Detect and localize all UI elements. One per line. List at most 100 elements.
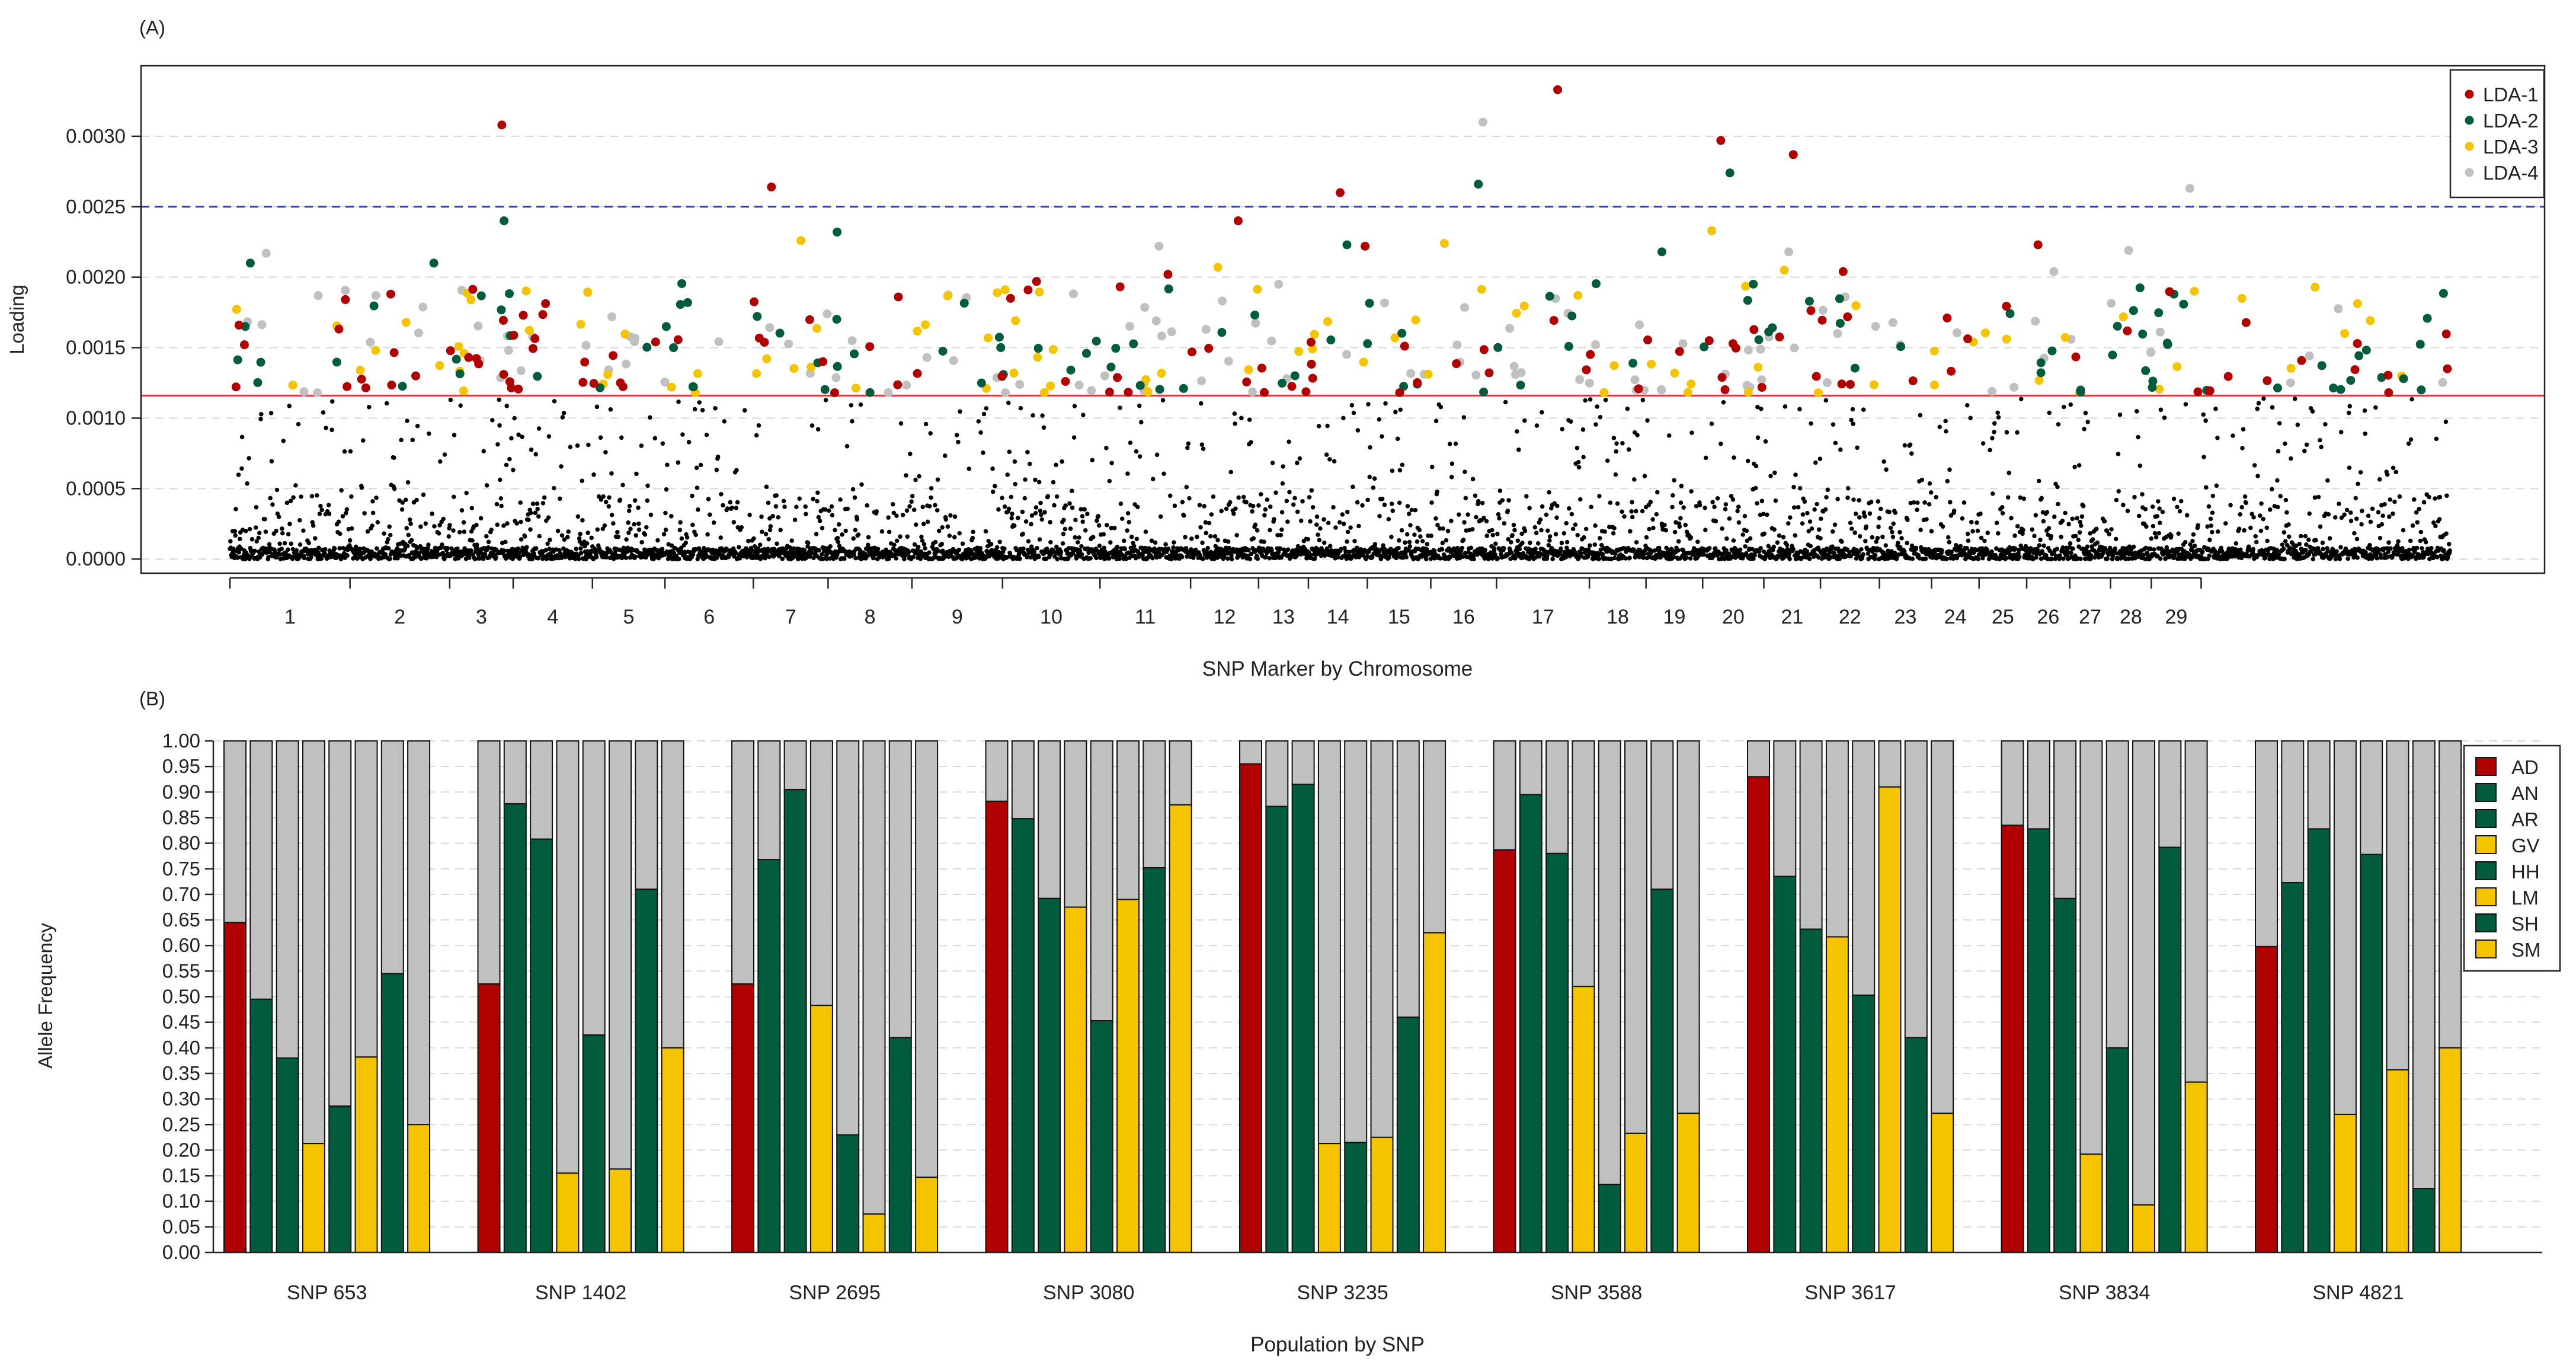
point-lda-1 bbox=[1806, 306, 1816, 315]
point-lda-3 bbox=[356, 366, 365, 375]
bar-lm bbox=[2132, 1204, 2155, 1253]
bar-remainder-ad bbox=[2255, 740, 2278, 947]
chromosome-label: 29 bbox=[2165, 606, 2187, 628]
point-lda-2 bbox=[832, 315, 841, 324]
point-lda-2 bbox=[2423, 314, 2432, 323]
bar-ar bbox=[1545, 852, 1569, 1253]
point-lda-2 bbox=[476, 291, 486, 301]
point-lda-3 bbox=[620, 330, 630, 339]
bar-remainder-gv bbox=[556, 740, 580, 1174]
background-snp-points bbox=[228, 396, 2452, 561]
point-lda-2 bbox=[2113, 321, 2122, 331]
bar-remainder-sh bbox=[888, 740, 912, 1038]
point-lda-1 bbox=[1115, 282, 1125, 292]
point-lda-3 bbox=[1599, 388, 1609, 397]
bar-ar bbox=[1038, 897, 1061, 1253]
bar-sm bbox=[1169, 804, 1192, 1253]
point-lda-1 bbox=[1032, 277, 1041, 286]
point-lda-2 bbox=[833, 362, 842, 371]
point-lda-3 bbox=[232, 305, 241, 314]
point-lda-3 bbox=[524, 326, 534, 335]
point-lda-1 bbox=[1634, 384, 1643, 394]
point-lda-4 bbox=[1656, 385, 1666, 394]
point-lda-2 bbox=[2108, 350, 2117, 360]
point-lda-4 bbox=[414, 328, 423, 338]
bar-remainder-hh bbox=[836, 740, 860, 1136]
bar-hh bbox=[836, 1134, 860, 1254]
point-lda-3 bbox=[667, 382, 676, 392]
point-lda-3 bbox=[920, 320, 930, 330]
point-lda-4 bbox=[2438, 378, 2447, 387]
point-lda-4 bbox=[1167, 327, 1176, 337]
bar-hh bbox=[1598, 1184, 1621, 1253]
point-lda-1 bbox=[1242, 377, 1252, 386]
point-lda-2 bbox=[2399, 374, 2408, 384]
point-lda-4 bbox=[1635, 320, 1644, 330]
point-lda-2 bbox=[661, 322, 671, 331]
point-lda-4 bbox=[607, 312, 616, 322]
plot-b-y-tick-label: 0.55 bbox=[162, 960, 200, 982]
point-lda-1 bbox=[1643, 335, 1653, 345]
point-lda-4 bbox=[1452, 340, 1462, 350]
point-lda-1 bbox=[1257, 363, 1266, 373]
point-lda-2 bbox=[994, 333, 1004, 342]
point-lda-2 bbox=[2346, 376, 2356, 385]
bar-remainder-hh bbox=[1090, 740, 1113, 1022]
point-lda-1 bbox=[805, 315, 814, 324]
point-lda-2 bbox=[596, 383, 605, 392]
bar-ar bbox=[530, 838, 553, 1254]
point-lda-3 bbox=[1294, 347, 1304, 356]
bar-remainder-gv bbox=[302, 740, 325, 1145]
plot-a-y-tick-label: 0.0005 bbox=[66, 477, 126, 499]
point-lda-4 bbox=[847, 336, 857, 346]
point-lda-4 bbox=[1140, 303, 1150, 312]
bar-remainder-sh bbox=[1904, 740, 1928, 1038]
bar-remainder-ar bbox=[1038, 740, 1061, 899]
point-lda-2 bbox=[1290, 371, 1300, 381]
point-lda-1 bbox=[2443, 364, 2452, 373]
chromosome-label: 21 bbox=[1781, 606, 1803, 628]
point-lda-4 bbox=[1591, 340, 1600, 349]
point-lda-1 bbox=[528, 344, 537, 353]
point-lda-3 bbox=[1244, 365, 1253, 375]
point-lda-2 bbox=[1363, 339, 1372, 349]
point-lda-1 bbox=[357, 375, 366, 384]
bar-remainder-gv bbox=[2079, 740, 2103, 1155]
point-lda-4 bbox=[1267, 336, 1276, 346]
point-lda-1 bbox=[334, 324, 344, 334]
point-lda-4 bbox=[2185, 184, 2194, 193]
point-lda-1 bbox=[2205, 386, 2215, 395]
point-lda-4 bbox=[2305, 351, 2314, 360]
point-lda-1 bbox=[1549, 316, 1559, 325]
bar-remainder-ar bbox=[2307, 740, 2331, 830]
point-lda-1 bbox=[1400, 341, 1409, 351]
point-lda-1 bbox=[474, 359, 484, 369]
point-lda-2 bbox=[2336, 385, 2345, 394]
point-lda-3 bbox=[1741, 282, 1751, 291]
bar-ar bbox=[276, 1057, 299, 1254]
point-lda-1 bbox=[538, 310, 548, 319]
point-lda-2 bbox=[1564, 341, 1573, 351]
point-lda-2 bbox=[2361, 346, 2371, 355]
point-lda-1 bbox=[446, 346, 455, 356]
point-lda-2 bbox=[233, 355, 242, 365]
point-lda-2 bbox=[332, 357, 341, 367]
point-lda-4 bbox=[1460, 303, 1470, 312]
legend-marker-lda-1 bbox=[2465, 90, 2474, 99]
point-lda-4 bbox=[1406, 369, 1416, 378]
point-lda-1 bbox=[1582, 365, 1591, 375]
point-lda-1 bbox=[361, 383, 370, 392]
point-lda-1 bbox=[1301, 387, 1311, 397]
point-lda-1 bbox=[1287, 382, 1297, 391]
chromosome-label: 11 bbox=[1135, 606, 1156, 628]
bar-an bbox=[2027, 828, 2050, 1254]
bar-remainder-sh bbox=[635, 740, 658, 890]
point-lda-4 bbox=[1988, 386, 1997, 396]
point-lda-1 bbox=[2193, 387, 2203, 397]
point-lda-1 bbox=[2263, 376, 2272, 385]
point-lda-1 bbox=[498, 315, 508, 325]
bar-lm bbox=[1878, 786, 1902, 1254]
point-lda-2 bbox=[1474, 180, 1483, 189]
bar-remainder-gv bbox=[809, 740, 833, 1006]
bar-remainder-gv bbox=[1572, 740, 1595, 987]
